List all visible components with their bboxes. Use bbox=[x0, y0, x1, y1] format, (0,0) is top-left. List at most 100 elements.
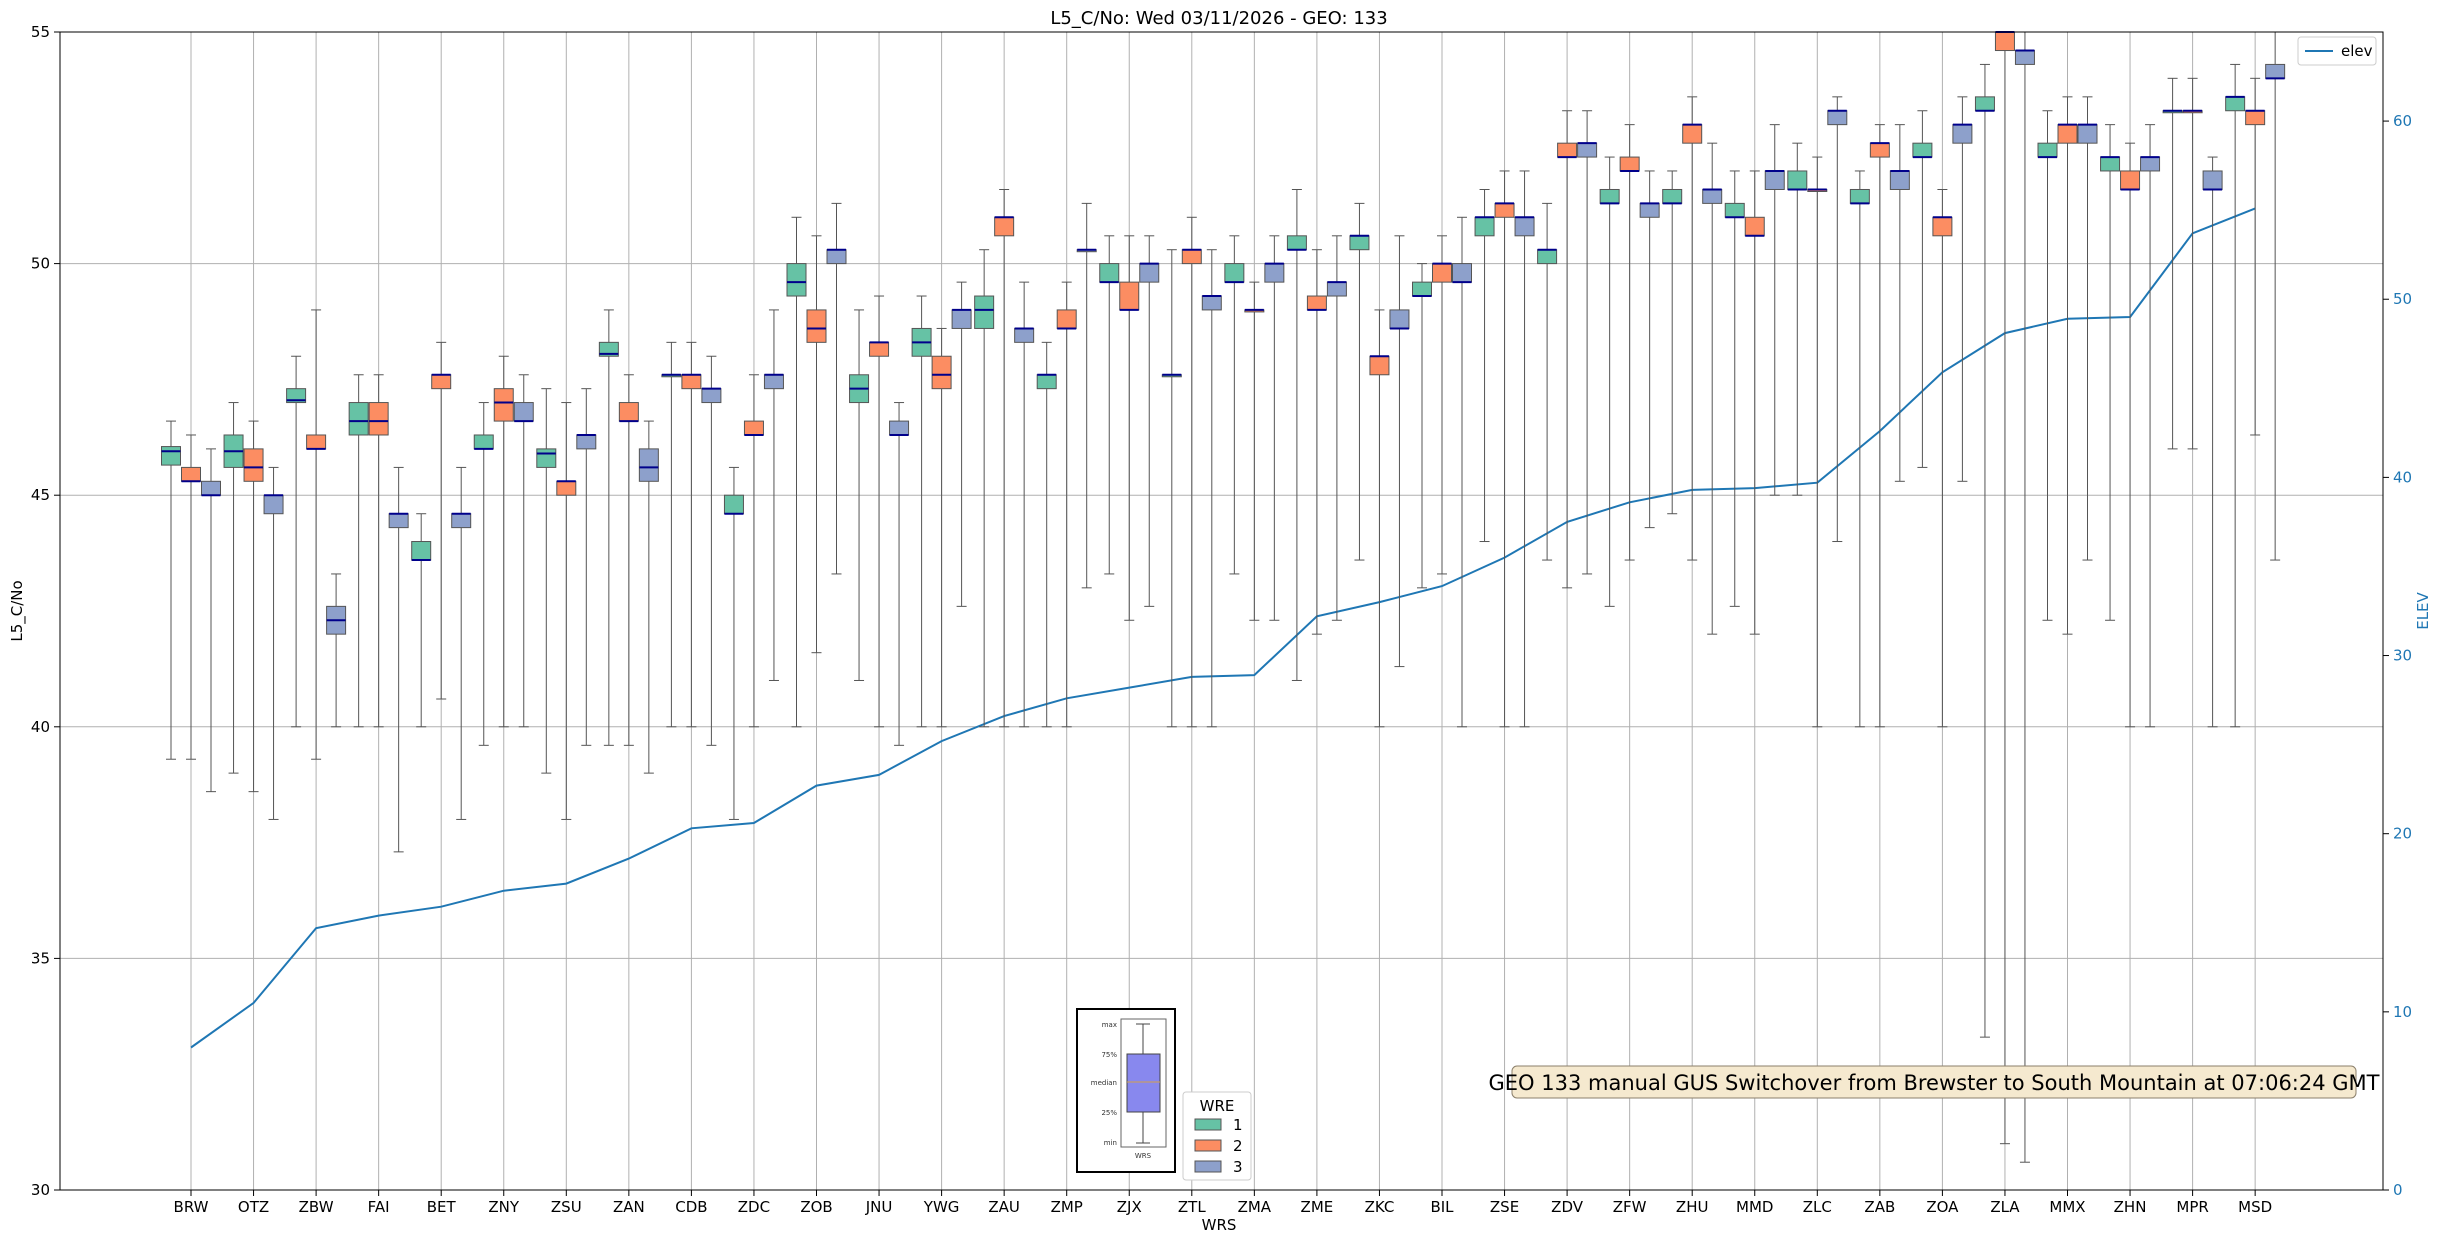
wre-legend-swatch-3 bbox=[1194, 1160, 1222, 1173]
y-tick-label: 35 bbox=[31, 949, 50, 967]
box-wre-2-mmx bbox=[2057, 96, 2078, 635]
box-wre-1-zdc bbox=[723, 466, 744, 820]
box-key-label-max: max bbox=[1102, 1021, 1117, 1029]
box-body bbox=[1639, 202, 1660, 218]
box-body bbox=[1119, 281, 1140, 311]
box-body bbox=[513, 402, 534, 422]
box-wre-2-zla bbox=[1994, 31, 2015, 1145]
box-body bbox=[2077, 124, 2098, 144]
x-tick-label: ZSU bbox=[551, 1198, 582, 1216]
wre-legend-swatch-1 bbox=[1194, 1118, 1222, 1131]
box-wre-3-bil bbox=[1452, 216, 1472, 728]
box-wre-3-zdc bbox=[763, 309, 784, 681]
x-tick-label: ZHU bbox=[1676, 1198, 1709, 1216]
box-body bbox=[1326, 281, 1347, 297]
box-body bbox=[2245, 110, 2266, 126]
box-body bbox=[1744, 216, 1765, 237]
y2-tick-label: 20 bbox=[2393, 825, 2412, 843]
x-axis-label: WRS bbox=[1202, 1216, 1237, 1234]
box-wre-3-zob bbox=[826, 202, 847, 575]
box-wre-2-otz bbox=[243, 420, 264, 793]
wre-legend-title: WRE bbox=[1200, 1097, 1235, 1115]
box-wre-1-mpr bbox=[2162, 77, 2183, 450]
box-key-caption: WRS bbox=[1135, 1152, 1152, 1160]
box-wre-3-zan bbox=[638, 420, 659, 774]
plot-frame bbox=[59, 31, 2384, 1191]
box-wre-2-zhn bbox=[2120, 142, 2141, 728]
box-body bbox=[493, 388, 514, 422]
box-body bbox=[2265, 63, 2286, 79]
box-body bbox=[1849, 188, 1870, 204]
box-body bbox=[2202, 170, 2223, 190]
box-key-label-min: min bbox=[1104, 1139, 1117, 1147]
box-body bbox=[1827, 110, 1848, 126]
annotation-box bbox=[1511, 1065, 2357, 1099]
box-wre-3-otz bbox=[263, 466, 284, 820]
box-wre-1-fai bbox=[348, 374, 369, 728]
box-key-inner-frame bbox=[1120, 1018, 1167, 1148]
box-wre-1-bet bbox=[411, 513, 432, 728]
y-tick-label: 30 bbox=[31, 1181, 50, 1199]
x-tick-label: ZAN bbox=[613, 1198, 645, 1216]
x-tick-label: ZOB bbox=[800, 1198, 832, 1216]
y2-tick-label: 40 bbox=[2393, 468, 2412, 486]
box-wre-1-jnu bbox=[849, 309, 870, 681]
box-body bbox=[786, 263, 807, 297]
box-wre-2-bet bbox=[431, 341, 452, 700]
box-body bbox=[286, 388, 307, 404]
box-wre-2-zma bbox=[1244, 281, 1265, 621]
box-body bbox=[536, 448, 557, 468]
x-tick-label: ZDV bbox=[1551, 1198, 1584, 1216]
box-wre-1-mmx bbox=[2037, 110, 2058, 621]
box-wre-2-zjx bbox=[1119, 235, 1140, 621]
box-body bbox=[1557, 142, 1578, 158]
box-wre-1-bil bbox=[1412, 263, 1432, 589]
box-wre-3-cdb bbox=[701, 355, 722, 746]
wre-legend-label-3: 3 bbox=[1233, 1158, 1243, 1176]
box-wre-2-zfw bbox=[1619, 124, 1640, 561]
y2-tick-label: 10 bbox=[2393, 1003, 2412, 1021]
box-wre-3-brw bbox=[201, 448, 221, 793]
box-body bbox=[1201, 295, 1222, 311]
box-wre-2-zdv bbox=[1557, 110, 1578, 589]
x-tick-label: ZHN bbox=[2114, 1198, 2147, 1216]
y-tick-label: 45 bbox=[31, 486, 50, 504]
box-wre-2-zan bbox=[618, 374, 639, 746]
box-body bbox=[1994, 31, 2015, 52]
box-wre-3-zla bbox=[2014, 32, 2035, 1163]
box-wre-2-ywg bbox=[931, 327, 952, 728]
box-body bbox=[1036, 374, 1057, 390]
box-body bbox=[701, 388, 722, 404]
wre-legend: WRE 1 2 3 bbox=[1182, 1091, 1252, 1181]
y-tick-label: 50 bbox=[31, 255, 50, 273]
box-wre-1-otz bbox=[223, 402, 244, 774]
x-tick-label: BET bbox=[427, 1198, 457, 1216]
x-tick-label: ZOA bbox=[1926, 1198, 1959, 1216]
box-wre-3-zhn bbox=[2140, 124, 2161, 728]
box-body bbox=[1952, 124, 1973, 144]
annotation-text: GEO 133 manual GUS Switchover from Brews… bbox=[1489, 1071, 2380, 1095]
box-series bbox=[161, 31, 2286, 1163]
box-body bbox=[1014, 327, 1035, 343]
elev-legend-label: elev bbox=[2341, 42, 2373, 60]
box-body bbox=[2037, 142, 2058, 158]
box-body bbox=[1181, 249, 1202, 265]
box-wre-1-cdb bbox=[661, 341, 682, 728]
box-wre-1-zse bbox=[1474, 188, 1495, 543]
wre-legend-swatch-2 bbox=[1194, 1139, 1222, 1152]
box-body bbox=[1912, 142, 1933, 158]
box-body bbox=[451, 513, 472, 529]
box-wre-1-zab bbox=[1849, 170, 1870, 728]
box-wre-3-bet bbox=[451, 466, 472, 820]
box-wre-3-zse bbox=[1514, 170, 1535, 728]
box-body bbox=[1474, 216, 1495, 237]
x-tick-label: BRW bbox=[174, 1198, 209, 1216]
box-body bbox=[576, 434, 597, 450]
box-body bbox=[201, 480, 221, 496]
wre-legend-label-1: 1 bbox=[1233, 1116, 1243, 1134]
box-body bbox=[723, 494, 744, 515]
box-wre-3-zau bbox=[1014, 281, 1035, 728]
box-body bbox=[473, 434, 494, 450]
box-key-label-q3: 75% bbox=[1101, 1051, 1117, 1059]
box-body bbox=[931, 355, 952, 390]
